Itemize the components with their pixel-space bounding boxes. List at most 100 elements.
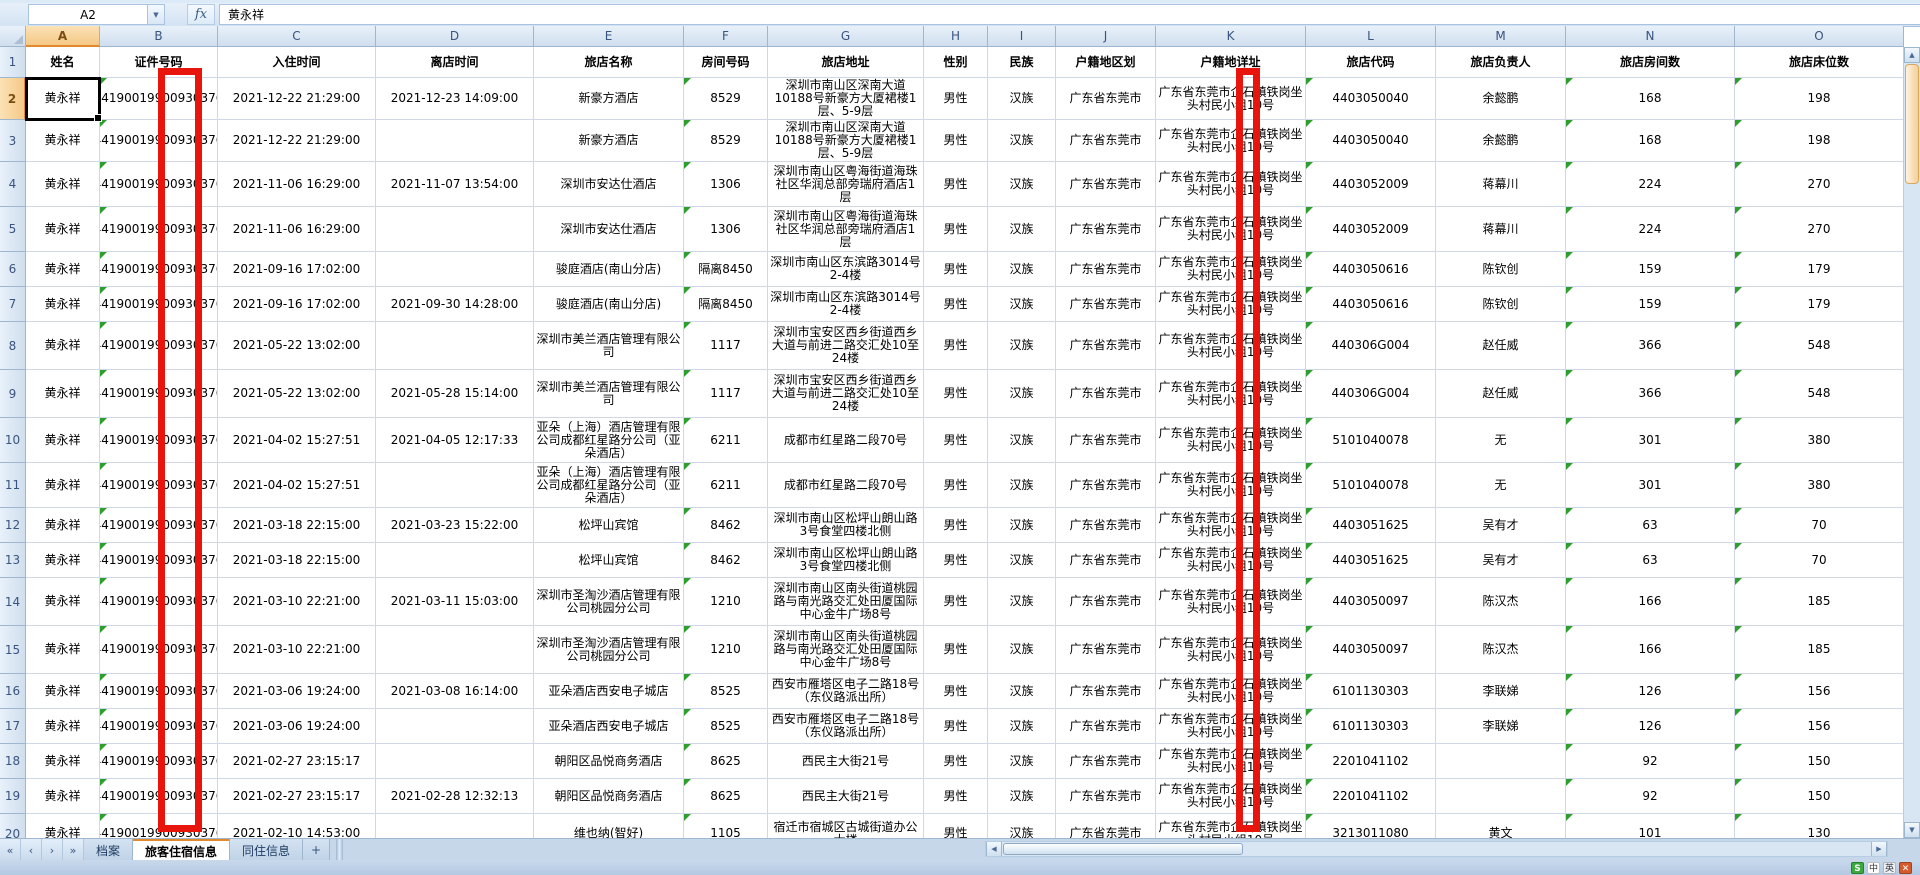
cell-L1[interactable]: 旅店代码 bbox=[1306, 47, 1436, 78]
cell-A10[interactable]: 黄永祥 bbox=[26, 418, 100, 463]
cell-E17[interactable]: 亚朵酒店西安电子城店 bbox=[534, 709, 684, 744]
cell-H3[interactable]: 男性 bbox=[924, 120, 988, 162]
cell-F2[interactable]: 8529 bbox=[684, 78, 768, 120]
cell-L5[interactable]: 4403052009 bbox=[1306, 207, 1436, 252]
cell-I16[interactable]: 汉族 bbox=[988, 674, 1056, 709]
cell-O1[interactable]: 旅店床位数 bbox=[1735, 47, 1904, 78]
cell-D15[interactable] bbox=[376, 626, 534, 674]
cell-M5[interactable]: 蒋幕川 bbox=[1436, 207, 1566, 252]
cell-N13[interactable]: 63 bbox=[1566, 543, 1735, 578]
cell-G11[interactable]: 成都市红星路二段70号 bbox=[768, 463, 924, 508]
cell-F9[interactable]: 1117 bbox=[684, 370, 768, 418]
cell-O6[interactable]: 179 bbox=[1735, 252, 1904, 287]
cell-L18[interactable]: 2201041102 bbox=[1306, 744, 1436, 779]
cell-D10[interactable]: 2021-04-05 12:17:33 bbox=[376, 418, 534, 463]
cell-I8[interactable]: 汉族 bbox=[988, 322, 1056, 370]
cell-F4[interactable]: 1306 bbox=[684, 162, 768, 207]
cell-L2[interactable]: 4403050040 bbox=[1306, 78, 1436, 120]
cell-O2[interactable]: 198 bbox=[1735, 78, 1904, 120]
cell-C16[interactable]: 2021-03-06 19:24:00 bbox=[218, 674, 376, 709]
cell-H10[interactable]: 男性 bbox=[924, 418, 988, 463]
column-header-J[interactable]: J bbox=[1056, 26, 1156, 47]
cell-N19[interactable]: 92 bbox=[1566, 779, 1735, 814]
cell-H20[interactable]: 男性 bbox=[924, 814, 988, 838]
row-header-4[interactable]: 4 bbox=[0, 162, 26, 207]
cell-J18[interactable]: 广东省东莞市 bbox=[1056, 744, 1156, 779]
cell-A16[interactable]: 黄永祥 bbox=[26, 674, 100, 709]
cell-D13[interactable] bbox=[376, 543, 534, 578]
cell-I10[interactable]: 汉族 bbox=[988, 418, 1056, 463]
row-header-19[interactable]: 19 bbox=[0, 779, 26, 814]
cell-E6[interactable]: 骏庭酒店(南山分店) bbox=[534, 252, 684, 287]
cell-G17[interactable]: 西安市雁塔区电子二路18号（东仪路派出所） bbox=[768, 709, 924, 744]
column-header-E[interactable]: E bbox=[534, 26, 684, 47]
cell-D9[interactable]: 2021-05-28 15:14:00 bbox=[376, 370, 534, 418]
row-header-9[interactable]: 9 bbox=[0, 370, 26, 418]
cell-O10[interactable]: 380 bbox=[1735, 418, 1904, 463]
cell-O17[interactable]: 156 bbox=[1735, 709, 1904, 744]
cell-J7[interactable]: 广东省东莞市 bbox=[1056, 287, 1156, 322]
row-header-5[interactable]: 5 bbox=[0, 207, 26, 252]
cell-J12[interactable]: 广东省东莞市 bbox=[1056, 508, 1156, 543]
cell-O14[interactable]: 185 bbox=[1735, 578, 1904, 626]
cell-N18[interactable]: 92 bbox=[1566, 744, 1735, 779]
cell-E18[interactable]: 朝阳区品悦商务酒店 bbox=[534, 744, 684, 779]
cell-H11[interactable]: 男性 bbox=[924, 463, 988, 508]
cell-J5[interactable]: 广东省东莞市 bbox=[1056, 207, 1156, 252]
cell-N16[interactable]: 126 bbox=[1566, 674, 1735, 709]
cell-G9[interactable]: 深圳市宝安区西乡街道西乡大道与前进二路交汇处10至24楼 bbox=[768, 370, 924, 418]
cell-J8[interactable]: 广东省东莞市 bbox=[1056, 322, 1156, 370]
cell-O3[interactable]: 198 bbox=[1735, 120, 1904, 162]
cell-G14[interactable]: 深圳市南山区南头街道桃园路与南光路交汇处田厦国际中心金牛广场8号 bbox=[768, 578, 924, 626]
row-header-1[interactable]: 1 bbox=[0, 47, 26, 78]
cell-C2[interactable]: 2021-12-22 21:29:00 bbox=[218, 78, 376, 120]
cell-F14[interactable]: 1210 bbox=[684, 578, 768, 626]
cell-G2[interactable]: 深圳市南山区深南大道10188号新豪方大厦裙楼1层、5-9层 bbox=[768, 78, 924, 120]
cell-H13[interactable]: 男性 bbox=[924, 543, 988, 578]
cell-M15[interactable]: 陈汉杰 bbox=[1436, 626, 1566, 674]
cell-F1[interactable]: 房间号码 bbox=[684, 47, 768, 78]
column-header-G[interactable]: G bbox=[768, 26, 924, 47]
cell-F15[interactable]: 1210 bbox=[684, 626, 768, 674]
cell-D11[interactable] bbox=[376, 463, 534, 508]
cell-O5[interactable]: 270 bbox=[1735, 207, 1904, 252]
cell-F3[interactable]: 8529 bbox=[684, 120, 768, 162]
cell-G5[interactable]: 深圳市南山区粤海街道海珠社区华润总部旁瑞府酒店1层 bbox=[768, 207, 924, 252]
cell-M9[interactable]: 赵任威 bbox=[1436, 370, 1566, 418]
cell-K2[interactable]: 广东省东莞市企石镇铁岗坐头村民小组10号 bbox=[1156, 78, 1306, 120]
cell-K15[interactable]: 广东省东莞市企石镇铁岗坐头村民小组10号 bbox=[1156, 626, 1306, 674]
cell-N10[interactable]: 301 bbox=[1566, 418, 1735, 463]
cell-D19[interactable]: 2021-02-28 12:32:13 bbox=[376, 779, 534, 814]
row-header-15[interactable]: 15 bbox=[0, 626, 26, 674]
cell-L8[interactable]: 440306G004 bbox=[1306, 322, 1436, 370]
cell-H4[interactable]: 男性 bbox=[924, 162, 988, 207]
cell-A13[interactable]: 黄永祥 bbox=[26, 543, 100, 578]
cell-J15[interactable]: 广东省东莞市 bbox=[1056, 626, 1156, 674]
cell-I18[interactable]: 汉族 bbox=[988, 744, 1056, 779]
tab-splitter-handle[interactable] bbox=[336, 839, 344, 861]
cell-D20[interactable] bbox=[376, 814, 534, 838]
column-header-B[interactable]: B bbox=[100, 26, 218, 47]
cell-A18[interactable]: 黄永祥 bbox=[26, 744, 100, 779]
cell-A9[interactable]: 黄永祥 bbox=[26, 370, 100, 418]
cell-K3[interactable]: 广东省东莞市企石镇铁岗坐头村民小组10号 bbox=[1156, 120, 1306, 162]
row-header-17[interactable]: 17 bbox=[0, 709, 26, 744]
cell-F5[interactable]: 1306 bbox=[684, 207, 768, 252]
cell-D14[interactable]: 2021-03-11 15:03:00 bbox=[376, 578, 534, 626]
cell-N17[interactable]: 126 bbox=[1566, 709, 1735, 744]
ime-keyboard-icon[interactable]: 英 bbox=[1883, 861, 1896, 874]
row-header-10[interactable]: 10 bbox=[0, 418, 26, 463]
cell-N14[interactable]: 166 bbox=[1566, 578, 1735, 626]
cell-L20[interactable]: 3213011080 bbox=[1306, 814, 1436, 838]
cell-I15[interactable]: 汉族 bbox=[988, 626, 1056, 674]
tab-scroll-last-icon[interactable]: » bbox=[63, 839, 84, 861]
cell-M4[interactable]: 蒋幕川 bbox=[1436, 162, 1566, 207]
cell-I4[interactable]: 汉族 bbox=[988, 162, 1056, 207]
cell-E20[interactable]: 维也纳(智好) bbox=[534, 814, 684, 838]
cell-C4[interactable]: 2021-11-06 16:29:00 bbox=[218, 162, 376, 207]
cell-C13[interactable]: 2021-03-18 22:15:00 bbox=[218, 543, 376, 578]
cell-N9[interactable]: 366 bbox=[1566, 370, 1735, 418]
cell-I5[interactable]: 汉族 bbox=[988, 207, 1056, 252]
cell-K19[interactable]: 广东省东莞市企石镇铁岗坐头村民小组10号 bbox=[1156, 779, 1306, 814]
row-header-6[interactable]: 6 bbox=[0, 252, 26, 287]
